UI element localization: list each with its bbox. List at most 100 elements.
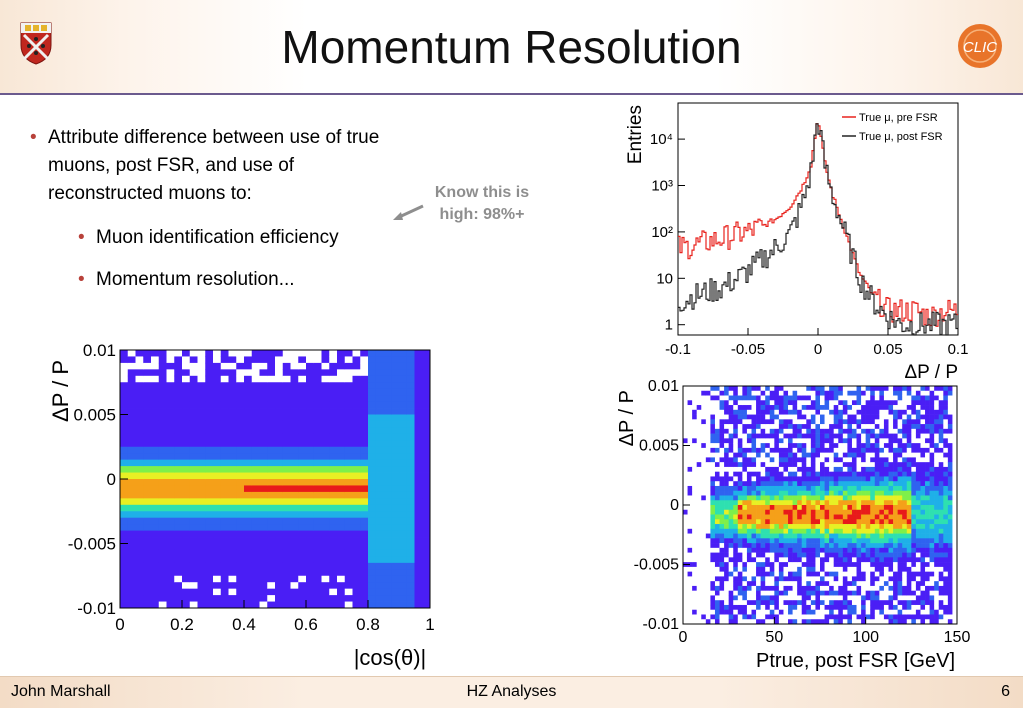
heatmap-cell xyxy=(783,466,789,472)
heatmap-cell xyxy=(151,356,160,364)
heatmap-cell xyxy=(120,595,129,602)
heatmap-cell xyxy=(810,485,816,492)
heatmap-cell xyxy=(902,514,908,520)
heatmap-cell xyxy=(801,443,807,449)
heatmap-cell xyxy=(842,495,848,501)
heatmap-cell xyxy=(236,556,245,564)
heatmap-cell xyxy=(833,438,839,444)
heatmap-cell xyxy=(947,400,953,406)
heatmap-cell xyxy=(829,509,834,515)
x-axis-label: ΔP / P xyxy=(904,362,958,383)
heatmap-cell xyxy=(733,585,739,591)
heatmap-cell xyxy=(701,495,707,501)
heatmap-cell xyxy=(925,604,930,611)
heatmap-cell xyxy=(833,514,839,520)
heatmap-cell xyxy=(360,537,369,544)
heatmap-cell xyxy=(406,562,415,570)
heatmap-cell xyxy=(947,543,953,549)
heatmap-cell xyxy=(143,369,152,377)
heatmap-cell xyxy=(724,505,729,511)
heatmap-cell xyxy=(687,543,693,549)
heatmap-cell xyxy=(399,362,408,370)
heatmap-cell xyxy=(856,495,862,501)
heatmap-cell xyxy=(797,476,803,482)
heatmap-cell xyxy=(710,571,716,577)
heatmap-cell xyxy=(801,576,807,582)
heatmap-cell xyxy=(391,420,400,428)
heatmap-cell xyxy=(151,414,160,422)
heatmap-cell xyxy=(282,491,291,499)
heatmap-cell xyxy=(765,585,771,591)
heatmap-cell xyxy=(801,505,807,511)
heatmap-cell xyxy=(874,519,880,525)
heatmap-cell xyxy=(719,405,725,411)
heatmap-cell xyxy=(792,395,798,401)
heatmap-cell xyxy=(920,543,926,549)
heatmap-cell xyxy=(938,509,944,515)
heatmap-cell xyxy=(360,601,369,609)
heatmap-cell xyxy=(838,457,844,463)
heatmap-cell xyxy=(801,552,807,558)
heatmap-cell xyxy=(746,609,752,615)
heatmap-cell xyxy=(765,419,771,425)
heatmap-cell xyxy=(368,582,377,590)
heatmap-cell xyxy=(906,405,912,411)
university-crest-icon xyxy=(20,22,52,65)
heatmap-cell xyxy=(833,576,839,582)
heatmap-cell xyxy=(143,588,152,596)
heatmap-cell xyxy=(174,350,183,357)
heatmap-cell xyxy=(737,476,743,482)
heatmap-cell xyxy=(847,585,853,591)
heatmap-cell xyxy=(166,569,175,577)
heatmap-cell xyxy=(213,524,222,531)
heatmap-cell xyxy=(943,395,949,401)
heatmap-cell xyxy=(911,524,917,530)
heatmap-cell xyxy=(158,556,167,564)
heatmap-cell xyxy=(724,419,729,425)
heatmap-cell xyxy=(938,562,944,568)
y-tick-label: 0.005 xyxy=(73,406,116,425)
heatmap-cell xyxy=(391,375,400,383)
heatmap-cell xyxy=(874,547,880,553)
heatmap-cell xyxy=(701,438,707,444)
heatmap-cell xyxy=(806,500,812,506)
heatmap-cell xyxy=(888,600,894,606)
heatmap-cell xyxy=(728,590,734,596)
heatmap-cell xyxy=(801,452,807,458)
heatmap-cell xyxy=(870,609,876,615)
heatmap-cell xyxy=(760,614,766,620)
heatmap-cell xyxy=(710,390,716,396)
heatmap-cell xyxy=(943,547,949,553)
heatmap-cell xyxy=(236,350,245,357)
heatmap-cell xyxy=(870,514,876,520)
heatmap-cell xyxy=(925,590,930,596)
heatmap-cell xyxy=(158,595,167,602)
heatmap-cell xyxy=(906,400,912,406)
heatmap-cell xyxy=(742,581,748,587)
heatmap-cell xyxy=(769,419,775,425)
heatmap-cell xyxy=(414,485,423,493)
heatmap-cell xyxy=(774,528,780,534)
heatmap-cell xyxy=(847,533,853,539)
heatmap-cell xyxy=(368,524,377,531)
heatmap-cell xyxy=(820,619,825,625)
heatmap-cell xyxy=(701,604,707,611)
heatmap-cell xyxy=(897,462,903,468)
heatmap-cell xyxy=(938,452,944,458)
heatmap-cell xyxy=(824,604,830,611)
heatmap-cell xyxy=(902,557,908,563)
heatmap-cell xyxy=(313,504,322,512)
heatmap-cell xyxy=(174,362,183,370)
heatmap-cell xyxy=(902,414,908,420)
heatmap-cell xyxy=(422,420,431,428)
heatmap-cell xyxy=(306,549,315,557)
heatmap-cell xyxy=(337,556,346,564)
heatmap-cell xyxy=(888,481,894,487)
heatmap-cell xyxy=(220,504,229,512)
heatmap-cell xyxy=(414,375,423,383)
heatmap-cell xyxy=(797,581,803,587)
heatmap-cell xyxy=(897,590,903,596)
heatmap-cell xyxy=(938,447,944,453)
heatmap-cell xyxy=(290,491,299,499)
heatmap-cell xyxy=(815,505,821,511)
